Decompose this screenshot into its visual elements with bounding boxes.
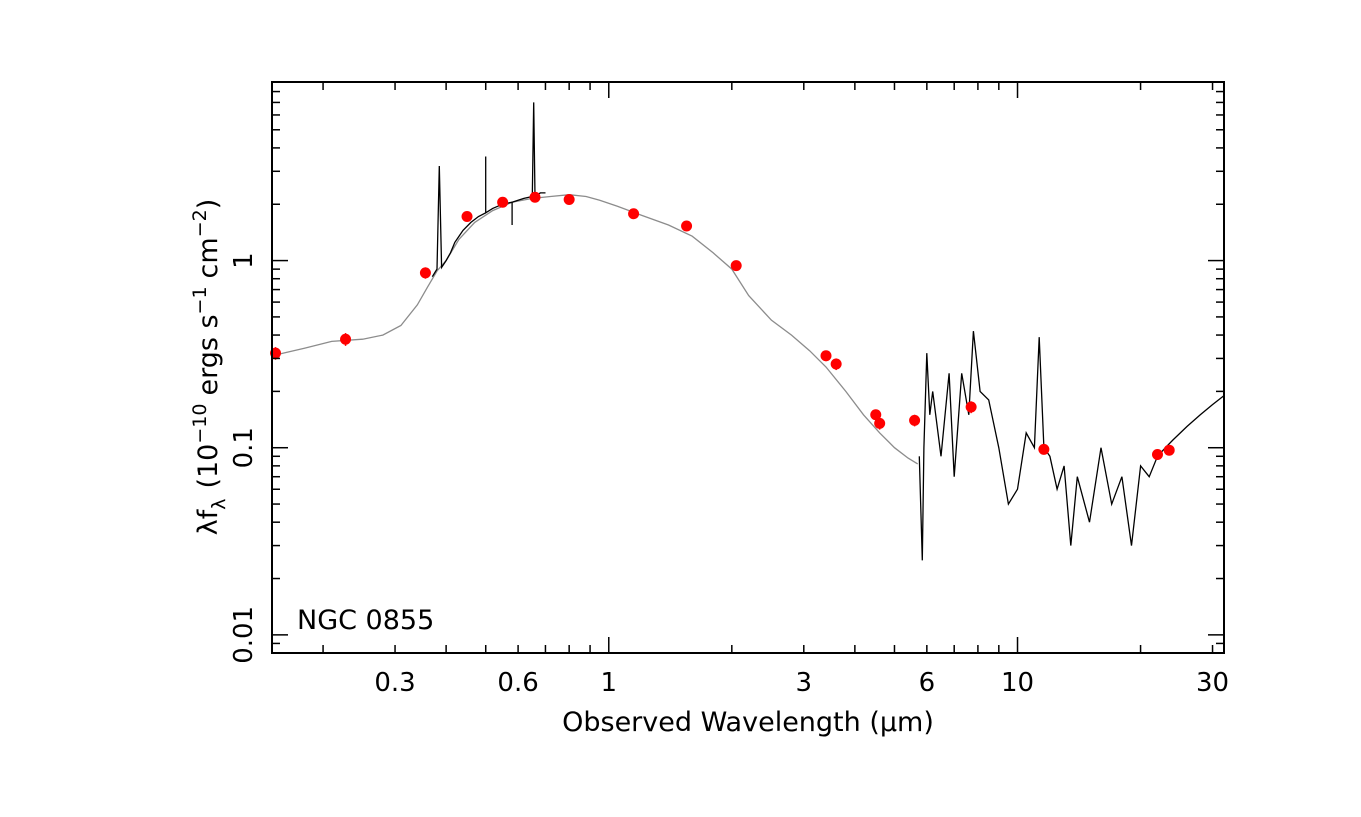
photometry-point [529, 191, 541, 203]
photometry-point [909, 414, 921, 426]
x-axis-title: Observed Wavelength (μm) [562, 707, 934, 738]
y-axis-title-sub: λ [208, 499, 230, 510]
y-axis-title-exp2: −1 [189, 286, 211, 314]
y-axis-title: λfλ (10−10 ergs s−1 cm−2) [189, 199, 230, 536]
photometry-point [965, 401, 977, 413]
y-axis-title-exp1: −10 [189, 404, 211, 444]
photometry-point [1163, 444, 1175, 456]
x-tick-label: 1 [600, 668, 617, 698]
photometry-point [870, 409, 882, 421]
y-tick-label: 0.1 [229, 427, 259, 468]
photometry-point [874, 417, 886, 429]
ir-spectrum-line [918, 331, 1225, 561]
x-tick-label: 0.6 [497, 668, 538, 698]
photometry-point [340, 333, 352, 345]
y-axis-title-units-post: ) [193, 199, 224, 210]
photometry-point [1151, 448, 1163, 460]
photometry-point [1038, 443, 1050, 455]
y-axis-title-units-pre: (10 [193, 444, 224, 489]
photometry-point [497, 196, 509, 208]
plot-area [270, 102, 1225, 561]
photometry-point [563, 194, 575, 206]
axis-ticks [272, 81, 1224, 654]
plot-frame [271, 81, 1225, 654]
photometry-point [461, 211, 473, 223]
optical-spectrum-line [431, 102, 546, 278]
tick-labels: 0.3 0.6 1 3 6 10 30 0.01 0.1 1 [229, 252, 1229, 698]
x-tick-label: 0.3 [374, 668, 415, 698]
photometry-point [820, 350, 832, 362]
y-tick-label: 0.01 [229, 606, 259, 664]
y-axis-title-units-mid2: cm [193, 237, 224, 278]
y-axis-title-units-mid: ergs s [193, 314, 224, 395]
x-tick-label: 3 [796, 668, 813, 698]
model-line [271, 194, 919, 465]
x-tick-label: 6 [919, 668, 936, 698]
x-tick-label: 30 [1196, 668, 1229, 698]
y-tick-label: 1 [229, 252, 259, 269]
y-axis-title-main: λf [193, 508, 224, 535]
photometry-point [730, 260, 742, 272]
photometry-point [419, 267, 431, 279]
photometry-point [830, 358, 842, 370]
y-axis-title-exp3: −2 [189, 209, 211, 237]
photometry-point [628, 208, 640, 220]
object-name-annotation: NGC 0855 [297, 605, 434, 636]
photometry-point [681, 220, 693, 232]
x-tick-label: 10 [1001, 668, 1034, 698]
